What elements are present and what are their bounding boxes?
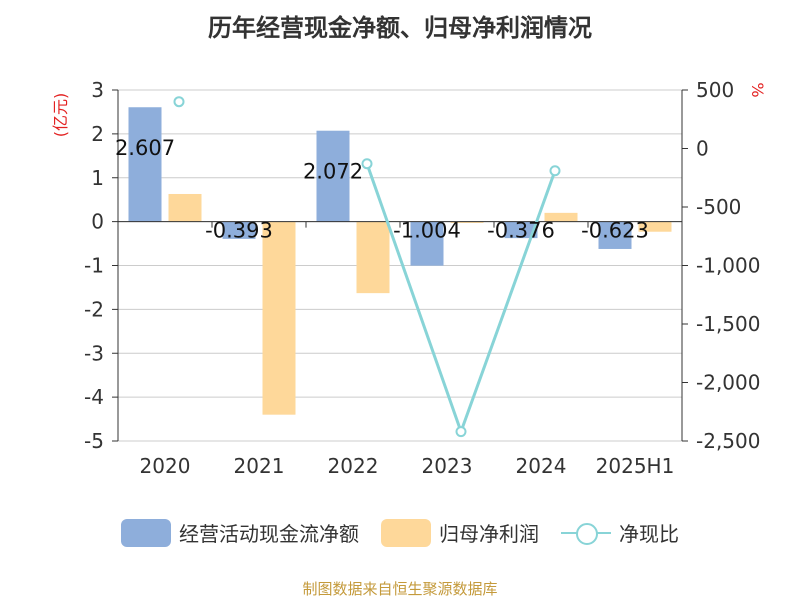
ratio-line [173,96,561,438]
category-label: 2021 [234,454,285,478]
left-tick-label: -4 [84,385,104,409]
legend-swatch-ratio [561,519,611,547]
cash-flow-data-label: 2.072 [303,160,363,184]
left-tick-label: -3 [84,341,104,365]
legend: 经营活动现金流净额 归母净利润 净现比 [0,518,800,547]
left-axis-unit: (亿元) [51,93,70,138]
right-tick-label: -2,000 [696,371,760,395]
cash-flow-data-label: -1.004 [393,219,461,243]
cash-flow-data-label: -0.393 [205,219,273,243]
net-profit-bar [168,193,202,222]
legend-label-cash-flow: 经营活动现金流净额 [179,522,359,546]
right-tick-label: -500 [696,195,741,219]
category-label: 2024 [516,454,567,478]
legend-label-ratio: 净现比 [619,522,679,546]
category-label: 2020 [140,454,191,478]
data-labels: 2.607 -0.393 2.072 -1.004 -0.376 -0.623 [115,136,649,242]
cash-flow-bar [128,107,162,222]
net-profit-bar [262,221,296,415]
right-tick-label: 500 [696,78,734,102]
legend-item-cash-flow[interactable]: 经营活动现金流净额 [121,518,359,547]
chart-title: 历年经营现金净额、归母净利润情况 [208,14,592,42]
cash-flow-bar [410,221,444,266]
legend-label-net-profit: 归母净利润 [439,522,539,546]
legend-swatch-net-profit [381,518,431,547]
legend-item-ratio[interactable]: 净现比 [561,518,679,547]
ratio-point [455,426,467,438]
cash-flow-bar [222,221,256,239]
cash-flow-data-label: 2.607 [115,136,175,160]
cash-flow-data-label: -0.376 [487,219,555,243]
left-tick-label: 2 [91,122,104,146]
left-tick-label: -2 [84,297,104,321]
legend-item-net-profit[interactable]: 归母净利润 [381,518,539,547]
net-profit-bar [638,221,672,232]
cash-flow-bar [316,130,350,222]
ratio-point [549,165,561,177]
left-tick-label: 0 [91,210,104,234]
net-profit-bar [450,221,484,223]
source-note: 制图数据来自恒生聚源数据库 [302,580,498,598]
right-axis-unit: % [748,82,767,97]
net-profit-bar [356,221,390,294]
legend-swatch-cash-flow [121,518,171,547]
cash-flow-bar [504,221,538,239]
right-tick-label: 0 [696,137,709,161]
category-label: 2023 [422,454,473,478]
category-label: 2025H1 [596,454,675,478]
left-tick-label: -5 [84,429,104,453]
cash-flow-bar [598,221,632,249]
bars [128,107,672,415]
ratio-point [361,158,373,170]
right-tick-label: -2,500 [696,429,760,453]
ratio-line-segment [459,170,557,433]
right-tick-label: -1,000 [696,254,760,278]
grid-lines [118,89,682,442]
category-label: 2022 [328,454,379,478]
left-tick-label: 3 [91,78,104,102]
right-tick-label: -1,500 [696,312,760,336]
ratio-point [173,96,185,108]
net-profit-bar [544,212,578,222]
cash-flow-data-label: -0.623 [581,219,649,243]
ratio-line-segment [365,163,463,433]
axes: 3 2 1 0 -1 -2 -3 -4 -5 500 0 -500 -1,000 -1,500 -2,000… [51,78,767,478]
left-tick-label: 1 [91,166,104,190]
left-tick-label: -1 [84,254,104,278]
